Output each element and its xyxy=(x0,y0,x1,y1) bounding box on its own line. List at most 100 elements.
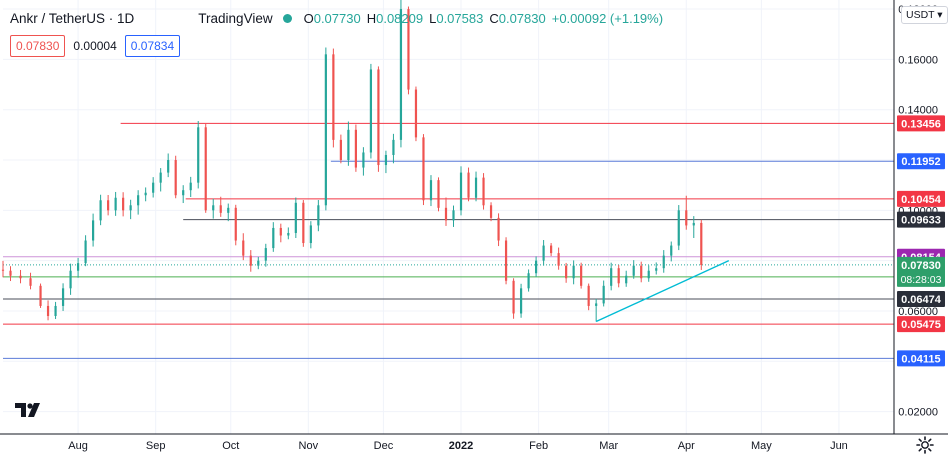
candle-body[interactable] xyxy=(144,192,147,196)
candle-body[interactable] xyxy=(197,127,200,183)
candle-body[interactable] xyxy=(362,152,365,168)
candle-body[interactable] xyxy=(46,305,50,317)
candle-body[interactable] xyxy=(204,127,207,211)
candle-body[interactable] xyxy=(152,182,155,193)
symbol-title[interactable]: Ankr / TetherUS · 1D xyxy=(10,10,135,26)
candle-body[interactable] xyxy=(407,9,410,90)
candle-body[interactable] xyxy=(422,137,425,201)
candle-body[interactable] xyxy=(212,205,215,211)
candle-body[interactable] xyxy=(84,240,87,264)
candle-body[interactable] xyxy=(377,69,380,166)
candle-body[interactable] xyxy=(234,207,237,241)
candle-body[interactable] xyxy=(249,255,252,266)
candle-body[interactable] xyxy=(182,190,185,196)
candle-body[interactable] xyxy=(29,278,32,286)
candle-body[interactable] xyxy=(264,248,267,261)
candle-body[interactable] xyxy=(527,273,530,289)
candle-body[interactable] xyxy=(129,205,132,211)
candle-body[interactable] xyxy=(39,285,42,306)
candle-body[interactable] xyxy=(700,222,703,265)
candle-body[interactable] xyxy=(429,180,433,201)
candle-body[interactable] xyxy=(497,217,500,241)
candle-body[interactable] xyxy=(167,160,170,173)
candle-body[interactable] xyxy=(332,54,335,140)
candle-body[interactable] xyxy=(107,200,110,211)
candle-body[interactable] xyxy=(159,172,162,183)
candle-body[interactable] xyxy=(189,182,192,191)
candle-body[interactable] xyxy=(534,260,538,274)
trend-line[interactable] xyxy=(595,260,730,323)
candle-body[interactable] xyxy=(92,220,95,241)
candle-body[interactable] xyxy=(489,205,493,218)
candle-body[interactable] xyxy=(302,202,305,244)
candle-body[interactable] xyxy=(242,240,245,256)
candle-body[interactable] xyxy=(677,210,680,246)
candle-body[interactable] xyxy=(384,154,388,166)
candle-body[interactable] xyxy=(685,210,688,226)
candle-body[interactable] xyxy=(414,89,418,138)
candle-body[interactable] xyxy=(69,270,72,289)
candle-body[interactable] xyxy=(459,172,463,211)
candle-body[interactable] xyxy=(287,232,290,236)
candle-body[interactable] xyxy=(572,265,575,279)
candle-body[interactable] xyxy=(632,265,635,276)
candle-body[interactable] xyxy=(467,172,470,198)
candle-body[interactable] xyxy=(587,285,590,306)
currency-dropdown[interactable]: USDT ▾ xyxy=(901,6,948,24)
candle-body[interactable] xyxy=(482,177,485,206)
candle-body[interactable] xyxy=(54,305,57,317)
candle-body[interactable] xyxy=(557,253,560,266)
candle-body[interactable] xyxy=(550,245,553,254)
candle-body[interactable] xyxy=(647,270,650,279)
candle-body[interactable] xyxy=(437,180,440,208)
candle-body[interactable] xyxy=(219,205,222,213)
candle-body[interactable] xyxy=(392,139,395,155)
candle-body[interactable] xyxy=(1,269,5,271)
candle-body[interactable] xyxy=(662,255,665,269)
candle-body[interactable] xyxy=(655,268,658,271)
candle-body[interactable] xyxy=(369,69,373,153)
candle-body[interactable] xyxy=(294,202,297,233)
candle-body[interactable] xyxy=(99,200,102,221)
candle-body[interactable] xyxy=(692,222,695,226)
candle-body[interactable] xyxy=(347,129,350,161)
candle-body[interactable] xyxy=(324,54,327,206)
candle-body[interactable] xyxy=(227,207,230,213)
buy-price-button[interactable]: 0.07834 xyxy=(124,35,181,57)
candle-body[interactable] xyxy=(339,139,342,161)
candle-body[interactable] xyxy=(602,285,605,304)
candle-body[interactable] xyxy=(580,265,583,286)
candle-body[interactable] xyxy=(625,275,628,284)
candle-body[interactable] xyxy=(122,197,125,211)
candle-body[interactable] xyxy=(444,207,448,221)
candle-body[interactable] xyxy=(19,275,22,279)
candle-body[interactable] xyxy=(640,265,643,279)
candle-body[interactable] xyxy=(452,210,455,221)
candle-body[interactable] xyxy=(272,227,275,249)
candle-body[interactable] xyxy=(61,288,65,306)
candle-body[interactable] xyxy=(354,129,357,168)
candle-body[interactable] xyxy=(512,280,515,314)
candle-body[interactable] xyxy=(504,240,508,281)
candle-body[interactable] xyxy=(399,9,403,140)
candle-body[interactable] xyxy=(174,160,177,196)
candle-body[interactable] xyxy=(670,245,673,256)
candle-body[interactable] xyxy=(610,268,613,286)
candle-body[interactable] xyxy=(137,195,140,206)
gear-icon[interactable] xyxy=(915,435,935,455)
sell-price-button[interactable]: 0.07830 xyxy=(10,35,66,57)
candle-body[interactable] xyxy=(114,197,117,211)
candle-body[interactable] xyxy=(309,225,312,244)
candle-body[interactable] xyxy=(279,227,282,236)
candle-body[interactable] xyxy=(257,260,260,266)
candle-body[interactable] xyxy=(542,245,545,261)
candle-body[interactable] xyxy=(519,288,523,314)
candle-body[interactable] xyxy=(76,263,80,271)
candle-body[interactable] xyxy=(474,177,478,198)
candle-body[interactable] xyxy=(565,265,568,279)
candle-body[interactable] xyxy=(617,268,620,284)
tradingview-logo-icon[interactable] xyxy=(13,398,43,420)
candle-body[interactable] xyxy=(595,303,598,306)
candle-body[interactable] xyxy=(9,270,12,276)
